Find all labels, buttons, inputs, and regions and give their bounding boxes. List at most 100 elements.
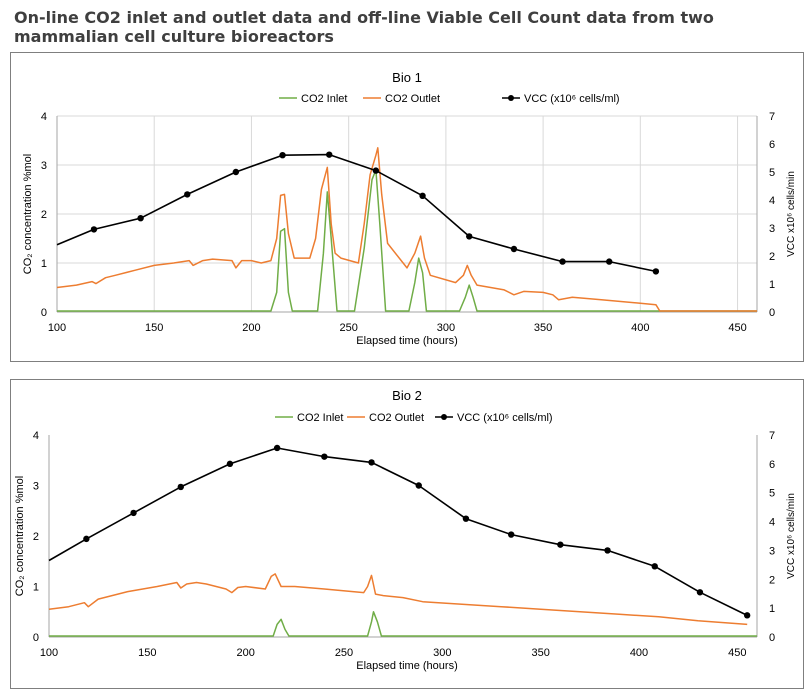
legend-label-co2-inlet: CO2 Inlet: [301, 93, 347, 105]
right-y-tick-label: 2: [769, 574, 775, 586]
legend-label-vcc: VCC (x10⁶ cells/ml): [457, 412, 553, 424]
vcc-data-point: [372, 167, 380, 174]
vcc-data-point: [606, 258, 613, 265]
vcc-data-point: [232, 168, 240, 176]
vcc-data-point: [137, 215, 144, 222]
vcc-data-point: [559, 258, 566, 265]
vcc-data-point: [130, 509, 137, 517]
chart-panel-bio-2: Bio 2 100 150 200 250 300 350 400 450 0 1 2 3 4 0 1 2 3 4 5…: [10, 379, 804, 689]
x-tick-label: 300: [433, 647, 451, 659]
series-line-co2-outlet: [48, 573, 748, 626]
vcc-data-point: [326, 151, 333, 158]
vcc-data-point: [184, 191, 191, 198]
left-y-tick-label: 4: [41, 111, 47, 123]
legend-label-vcc: VCC (x10⁶ cells/ml): [524, 93, 620, 105]
right-y-tick-label: 6: [769, 459, 775, 471]
x-tick-label: 100: [40, 647, 58, 659]
left-y-tick-label: 0: [41, 307, 47, 319]
right-y-tick-label: 6: [769, 139, 775, 151]
x-tick-label: 150: [138, 647, 156, 659]
left-y-tick-label: 1: [41, 258, 47, 270]
series-line-vcc: [48, 447, 748, 617]
series-line-co2-inlet: [49, 611, 757, 637]
right-y-tick-label: 3: [769, 223, 775, 235]
left-y-axis-label: CO₂ concentration %mol: [22, 154, 34, 274]
chart-title: Bio 1: [392, 70, 422, 85]
x-tick-label: 250: [335, 647, 353, 659]
vcc-data-point: [273, 444, 281, 452]
right-y-axis-label: VCC x10⁶ cells/min: [786, 171, 797, 257]
left-y-tick-label: 1: [33, 582, 39, 594]
legend-marker-vcc: [508, 95, 514, 101]
left-y-tick-label: 2: [33, 531, 39, 543]
series-line-co2-inlet: [57, 169, 757, 312]
right-y-axis-label: VCC x10⁶ cells/min: [786, 493, 797, 579]
left-y-tick-label: 2: [41, 209, 47, 221]
vcc-data-point: [279, 152, 286, 159]
vcc-data-point: [604, 547, 611, 554]
x-tick-label: 150: [145, 322, 163, 334]
vcc-data-point: [510, 245, 518, 253]
x-tick-label: 400: [630, 647, 648, 659]
vcc-data-point: [226, 460, 234, 468]
legend: CO2 Inlet CO2 Outlet VCC (x10⁶ cells/ml): [279, 93, 620, 105]
x-tick-label: 300: [437, 322, 455, 334]
series-line-vcc: [56, 153, 657, 273]
vcc-data-point: [462, 515, 470, 522]
chart-bio-1: Bio 1 100 150 200 250 300 350 400 450 0 1 2 3 4 0 1 2 3 4 5…: [22, 70, 797, 347]
vcc-data-point: [557, 541, 564, 548]
vcc-data-point: [651, 563, 658, 570]
vcc-data-point: [466, 233, 473, 240]
left-y-tick-label: 0: [33, 632, 39, 644]
vcc-data-point: [83, 535, 90, 543]
chart-title: Bio 2: [392, 388, 422, 403]
page-title: On-line CO2 inlet and outlet data and of…: [14, 8, 714, 46]
gridlines: [57, 115, 757, 312]
vcc-data-point: [419, 192, 426, 199]
right-y-tick-label: 2: [769, 251, 775, 263]
vcc-data-point: [696, 589, 704, 596]
right-y-tick-label: 1: [769, 279, 775, 291]
vcc-data-point: [415, 482, 422, 489]
vcc-data-point: [368, 459, 375, 466]
vcc-data-point: [321, 453, 328, 460]
left-y-tick-label: 3: [41, 160, 47, 172]
x-tick-label: 350: [534, 322, 552, 334]
x-tick-label: 250: [339, 322, 357, 334]
x-tick-label: 350: [531, 647, 549, 659]
series-line-co2-outlet: [56, 147, 757, 312]
vcc-data-point: [507, 531, 515, 538]
left-y-tick-label: 4: [33, 430, 39, 442]
chart-bio-2: Bio 2 100 150 200 250 300 350 400 450 0 1 2 3 4 0 1 2 3 4 5…: [14, 388, 797, 672]
right-y-tick-label: 4: [769, 195, 775, 207]
vcc-data-point: [652, 268, 660, 275]
x-tick-label: 450: [728, 322, 746, 334]
right-y-tick-label: 7: [769, 430, 775, 442]
right-y-tick-label: 5: [769, 488, 775, 500]
chart-panel-bio-1: Bio 1 100 150 200 250 300 350 400 450 0 1 2 3 4 0 1 2 3 4 5…: [10, 52, 804, 362]
left-y-tick-label: 3: [33, 481, 39, 493]
right-y-tick-label: 5: [769, 167, 775, 179]
legend: CO2 Inlet CO2 Outlet VCC (x10⁶ cells/ml): [275, 412, 553, 424]
right-y-tick-label: 0: [769, 307, 775, 319]
legend-label-co2-outlet: CO2 Outlet: [369, 412, 424, 424]
legend-label-co2-outlet: CO2 Outlet: [385, 93, 440, 105]
vcc-data-point: [90, 226, 98, 233]
x-axis-label: Elapsed time (hours): [356, 335, 458, 347]
legend-label-co2-inlet: CO2 Inlet: [297, 412, 343, 424]
x-tick-label: 450: [728, 647, 746, 659]
right-y-tick-label: 1: [769, 603, 775, 615]
x-tick-label: 200: [242, 322, 260, 334]
x-axis-label: Elapsed time (hours): [356, 660, 458, 672]
right-y-tick-label: 7: [769, 111, 775, 123]
vcc-data-point: [177, 483, 184, 491]
right-y-tick-label: 4: [769, 517, 775, 529]
legend-marker-vcc: [441, 414, 447, 420]
vcc-data-point: [743, 612, 751, 619]
x-tick-label: 400: [631, 322, 649, 334]
x-tick-label: 100: [48, 322, 66, 334]
right-y-tick-label: 3: [769, 545, 775, 557]
x-tick-label: 200: [236, 647, 254, 659]
right-y-tick-label: 0: [769, 632, 775, 644]
left-y-axis-label: CO₂ concentration %mol: [14, 476, 26, 596]
